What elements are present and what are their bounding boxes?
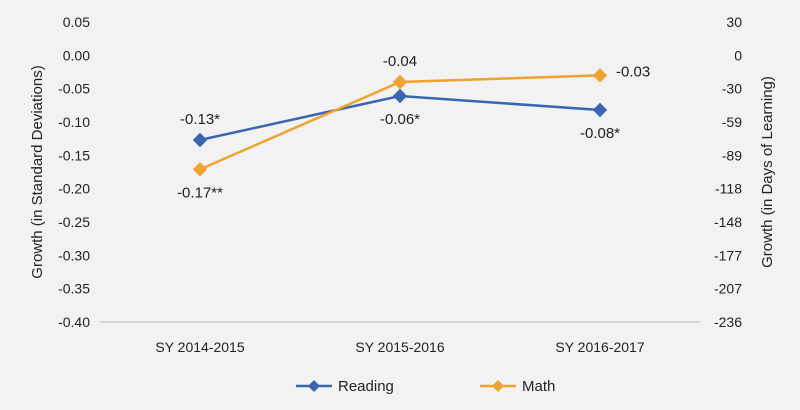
x-tick-label: SY 2015-2016 — [355, 339, 444, 355]
series-math: -0.17** -0.04 -0.03 — [177, 53, 650, 201]
y-axis-title: Growth (in Standard Deviations) — [29, 65, 46, 278]
y-tick-label: -0.25 — [58, 214, 90, 230]
reading-data-label: -0.06* — [380, 111, 420, 128]
y2-tick-label: 0 — [734, 47, 742, 63]
y2-tick-label: -148 — [714, 214, 742, 230]
y-tick-label: -0.40 — [58, 314, 90, 330]
y2-tick-label: -207 — [714, 281, 742, 297]
reading-marker — [392, 88, 408, 104]
legend-swatch-marker — [492, 380, 504, 392]
x-axis: SY 2014-2015 SY 2015-2016 SY 2016-2017 — [155, 339, 644, 355]
reading-marker — [592, 102, 608, 118]
legend-label: Reading — [338, 378, 394, 395]
y-tick-label: -0.35 — [58, 281, 90, 297]
reading-data-label: -0.13* — [180, 111, 220, 128]
math-data-label: -0.04 — [383, 53, 417, 70]
y-tick-label: -0.10 — [58, 114, 90, 130]
y2-tick-label: -177 — [714, 247, 742, 263]
y-tick-label: 0.05 — [63, 14, 90, 30]
y2-axis-title: Growth (in Days of Learning) — [759, 76, 776, 268]
math-marker — [392, 74, 408, 90]
y-tick-label: -0.15 — [58, 147, 90, 163]
reading-marker — [192, 132, 208, 148]
y-axis-right: 30 0 -30 -59 -89 -118 -148 -177 -207 -236 — [714, 14, 742, 330]
reading-data-label: -0.08* — [580, 125, 620, 142]
y-tick-label: -0.20 — [58, 181, 90, 197]
x-tick-label: SY 2014-2015 — [155, 339, 244, 355]
y-tick-label: -0.30 — [58, 247, 90, 263]
legend-item-reading: Reading — [296, 378, 394, 395]
legend-swatch-marker — [308, 380, 320, 392]
legend-item-math: Math — [480, 378, 555, 395]
legend: Reading Math — [296, 378, 555, 395]
y2-tick-label: -89 — [722, 147, 742, 163]
x-tick-label: SY 2016-2017 — [555, 339, 644, 355]
series-layer: -0.13* -0.06* -0.08* -0.17** -0.04 -0.03 — [177, 53, 650, 201]
y2-tick-label: -118 — [715, 181, 742, 197]
y2-tick-label: -59 — [722, 114, 742, 130]
y-tick-label: 0.00 — [63, 47, 90, 63]
math-data-label: -0.17** — [177, 184, 223, 201]
y-axis-left: 0.05 0.00 -0.05 -0.10 -0.15 -0.20 -0.25 -0.30 -0… — [58, 14, 90, 330]
y2-tick-label: 30 — [726, 14, 742, 30]
math-marker — [592, 68, 608, 83]
y2-tick-label: -30 — [722, 81, 742, 97]
legend-label: Math — [522, 378, 555, 395]
math-marker — [192, 162, 208, 177]
y2-tick-label: -236 — [714, 314, 742, 330]
y-tick-label: -0.05 — [58, 81, 90, 97]
math-data-label: -0.03 — [616, 63, 650, 80]
series-reading: -0.13* -0.06* -0.08* — [180, 88, 620, 148]
